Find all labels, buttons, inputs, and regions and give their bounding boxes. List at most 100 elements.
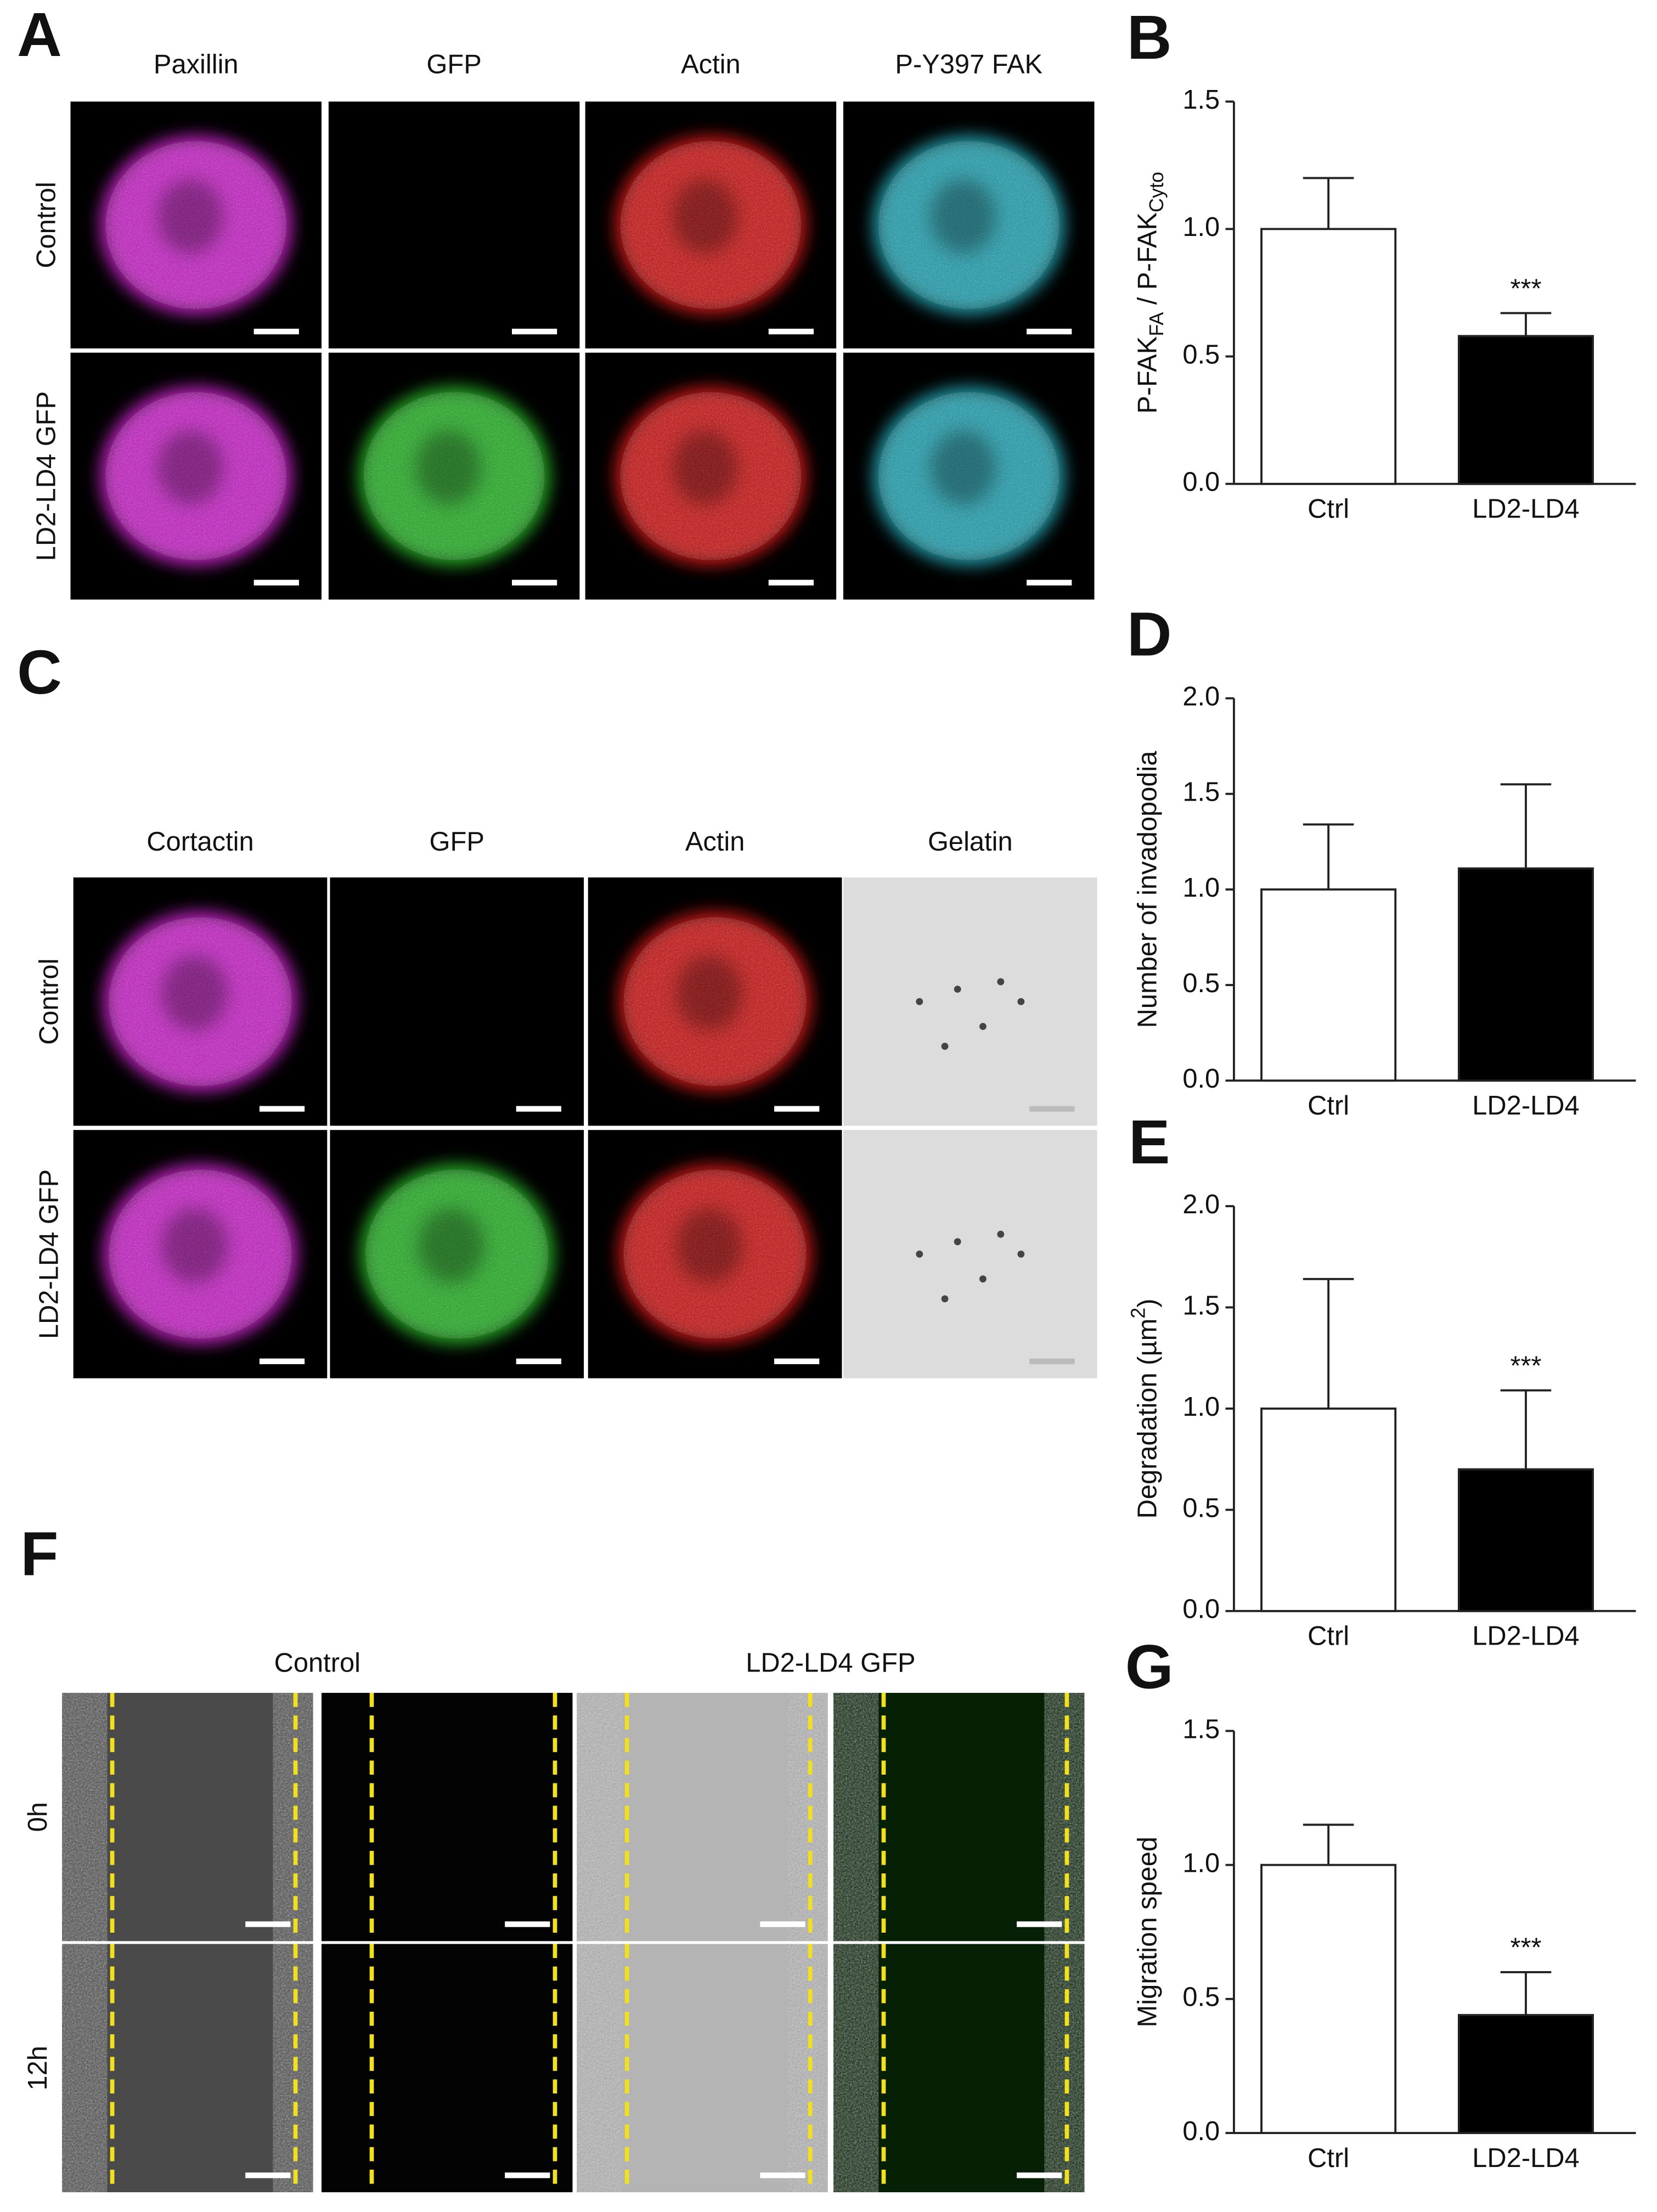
degradation-spot xyxy=(979,1023,987,1030)
degradation-spot xyxy=(997,978,1005,986)
y-axis-label-part: P-FAK xyxy=(1133,336,1163,414)
y-tick-label: 1.5 xyxy=(1182,778,1220,807)
y-tick-label: 0.0 xyxy=(1182,1064,1220,1094)
column-label: Paxillin xyxy=(154,50,239,80)
y-tick-label: 1.5 xyxy=(1182,1714,1220,1744)
nucleus xyxy=(157,179,223,254)
significance-label: *** xyxy=(1510,1352,1541,1381)
y-tick-label: 2.0 xyxy=(1182,1190,1220,1219)
y-tick-label: 1.0 xyxy=(1182,1392,1220,1422)
row-label: LD2-LD4 GFP xyxy=(34,1169,64,1339)
row-label: Control xyxy=(31,182,61,268)
cell-edge xyxy=(1044,1692,1085,1941)
panel-letter: B xyxy=(1127,3,1172,72)
cell-edge xyxy=(833,1692,879,1941)
nucleus xyxy=(930,179,996,254)
nucleus xyxy=(676,955,742,1031)
cell-edge xyxy=(62,1692,108,1941)
micrograph xyxy=(328,352,580,600)
scale-bar xyxy=(768,579,814,586)
micrograph xyxy=(322,1692,573,1941)
y-axis-label-part: FA xyxy=(1145,312,1168,336)
cell-edge xyxy=(577,1944,622,2193)
scale-bar xyxy=(1029,1106,1075,1112)
cell-edge xyxy=(1044,1944,1085,2193)
micrograph xyxy=(588,877,842,1126)
y-tick-label: 1.5 xyxy=(1182,1291,1220,1320)
x-tick-label: Ctrl xyxy=(1307,1622,1349,1651)
image-background xyxy=(322,1692,573,1941)
nucleus xyxy=(161,1208,228,1283)
bar xyxy=(1457,867,1594,1082)
micrograph xyxy=(843,352,1095,600)
scale-bar xyxy=(768,328,814,335)
group-label: Control xyxy=(274,1648,360,1678)
y-axis-label-part: Cyto xyxy=(1145,172,1168,212)
nucleus xyxy=(672,179,738,254)
scale-bar xyxy=(774,1358,820,1364)
row-label: LD2-LD4 GFP xyxy=(31,391,61,561)
micrograph xyxy=(843,1130,1097,1378)
cell-edge xyxy=(273,1944,313,2193)
bar xyxy=(1260,1408,1397,1612)
y-axis-label-part: 2 xyxy=(1126,1308,1149,1319)
micrograph xyxy=(843,877,1097,1126)
y-axis-label: Number of invadopodia xyxy=(1133,751,1163,1028)
column-label: Actin xyxy=(681,50,741,80)
degradation-spot xyxy=(941,1295,949,1303)
x-tick-label: Ctrl xyxy=(1307,494,1349,524)
scale-bar xyxy=(1029,1358,1075,1364)
micrograph xyxy=(73,877,328,1126)
scale-bar xyxy=(774,1106,820,1112)
scale-bar xyxy=(1027,328,1072,335)
scale-bar xyxy=(505,2172,550,2179)
x-tick-label: LD2-LD4 xyxy=(1472,2143,1579,2173)
micrograph xyxy=(843,102,1095,348)
y-tick-label: 0.0 xyxy=(1182,1595,1220,1624)
y-tick-label: 1.5 xyxy=(1182,85,1220,115)
scale-bar xyxy=(259,1358,305,1364)
x-tick-label: LD2-LD4 xyxy=(1472,494,1579,524)
x-tick-label: LD2-LD4 xyxy=(1472,1091,1579,1121)
micrograph xyxy=(833,1944,1085,2193)
degradation-spot xyxy=(979,1275,987,1283)
micrograph xyxy=(585,352,837,600)
row-label: 0h xyxy=(23,1802,53,1832)
micrograph xyxy=(833,1692,1085,1941)
column-label: P-Y397 FAK xyxy=(895,50,1042,80)
y-tick-label: 2.0 xyxy=(1182,682,1220,711)
y-tick-label: 1.0 xyxy=(1182,212,1220,242)
bar xyxy=(1457,2014,1594,2134)
image-background xyxy=(843,877,1097,1126)
cell-edge xyxy=(273,1692,313,1941)
degradation-spot xyxy=(954,1238,961,1246)
panel-letter: C xyxy=(17,638,62,707)
group-label: LD2-LD4 GFP xyxy=(746,1648,915,1678)
y-tick-label: 0.0 xyxy=(1182,2117,1220,2146)
scale-bar xyxy=(245,2172,291,2179)
nucleus xyxy=(418,1208,484,1283)
y-axis-label: Migration speed xyxy=(1133,1837,1163,2027)
image-background xyxy=(322,1944,573,2193)
y-axis-label: P-FAKFA / P-FAKCyto xyxy=(1133,172,1168,414)
degradation-spot xyxy=(954,986,961,993)
panel-letter: F xyxy=(20,1519,58,1589)
y-tick-label: 0.0 xyxy=(1182,468,1220,497)
micrograph xyxy=(585,102,837,348)
nucleus xyxy=(157,430,223,505)
micrograph xyxy=(330,1130,584,1378)
scale-bar xyxy=(245,1921,291,1927)
degradation-spot xyxy=(997,1230,1005,1238)
y-axis-label-part: Degradation (µm xyxy=(1133,1319,1163,1519)
micrograph xyxy=(328,102,580,348)
cell-edge xyxy=(787,1692,828,1941)
scale-bar xyxy=(760,2172,805,2179)
bar xyxy=(1260,888,1397,1082)
y-tick-label: 1.0 xyxy=(1182,873,1220,903)
cell-edge xyxy=(787,1944,828,2193)
scale-bar xyxy=(1027,579,1072,586)
y-axis-label-part: ) xyxy=(1133,1298,1163,1307)
nucleus xyxy=(930,430,996,505)
degradation-spot xyxy=(916,998,923,1005)
scale-bar xyxy=(253,579,299,586)
